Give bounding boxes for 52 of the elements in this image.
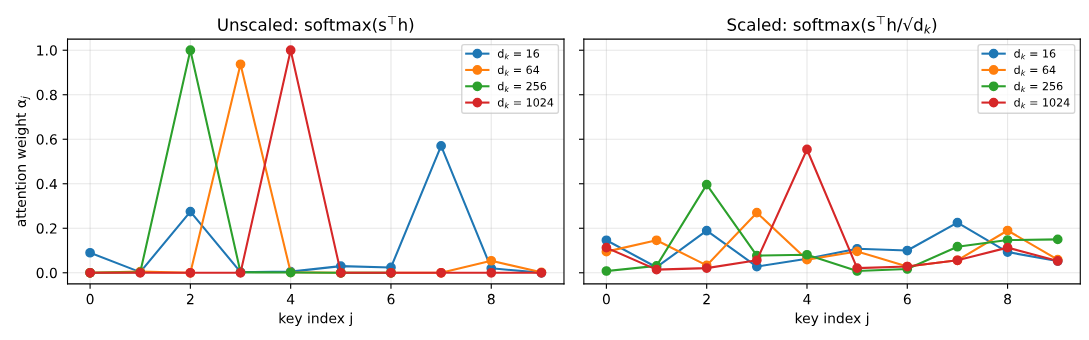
y-tick-label: 0.2	[36, 223, 57, 234]
point	[1002, 225, 1013, 236]
point	[85, 247, 95, 258]
point	[285, 45, 296, 56]
point	[185, 45, 196, 56]
x-tick-label: 2	[186, 293, 194, 305]
legend-label: d$_{k}$ = 1024	[497, 98, 554, 109]
x-tick-label: 2	[703, 293, 710, 305]
legend-label: d$_{k}$ = 64	[1014, 65, 1056, 76]
point	[902, 245, 913, 256]
legend-label: d$_{k}$ = 256	[1014, 81, 1063, 92]
point	[701, 179, 712, 190]
x-tick-label: 4	[286, 294, 295, 305]
x-tick-label: 6	[903, 293, 911, 305]
point	[235, 59, 246, 70]
y-tick-label: 0.8	[36, 89, 57, 101]
point	[436, 141, 446, 151]
legend-label: d$_{k}$ = 256	[497, 81, 547, 92]
x-tick-label: 8	[1004, 293, 1012, 305]
x-tick-label: 6	[387, 293, 395, 305]
x-tick-label: 8	[487, 293, 495, 305]
x-axis-title: key index j	[279, 312, 352, 327]
point	[185, 206, 196, 217]
y-tick-label: 0.4	[36, 178, 58, 190]
point	[601, 242, 612, 253]
legend-label: d$_{k}$ = 64	[497, 65, 540, 76]
chart-title: Scaled: softmax(s$^{⊤}$h/√d$_{k}$)	[727, 16, 937, 34]
point	[1052, 234, 1063, 245]
point	[751, 207, 762, 218]
point	[601, 266, 612, 276]
y-tick-label: 0.0	[36, 267, 57, 279]
chart-title: Unscaled: softmax(s$^{⊤}$h)	[218, 16, 414, 33]
x-tick-label: 0	[86, 293, 94, 305]
point	[952, 241, 963, 252]
legend-label: d$_{k}$ = 16	[1014, 49, 1056, 60]
y-axis-title: attention weight α$_{j}$	[15, 96, 31, 227]
x-tick-label: 0	[602, 293, 610, 305]
point	[486, 255, 497, 266]
x-axis-title: key index j	[795, 312, 869, 327]
y-tick-label: 0.6	[36, 134, 57, 145]
point	[802, 249, 812, 260]
x-tick-label: 4	[803, 294, 811, 305]
point	[751, 255, 762, 266]
point	[802, 144, 812, 155]
legend-label: d$_{k}$ = 16	[497, 49, 540, 60]
point	[1002, 242, 1013, 253]
legend-label: d$_{k}$ = 1024	[1014, 98, 1070, 109]
point	[701, 225, 712, 236]
y-tick-label: 1.0	[37, 45, 57, 56]
point	[486, 267, 497, 278]
point	[651, 235, 662, 246]
point	[952, 217, 963, 228]
